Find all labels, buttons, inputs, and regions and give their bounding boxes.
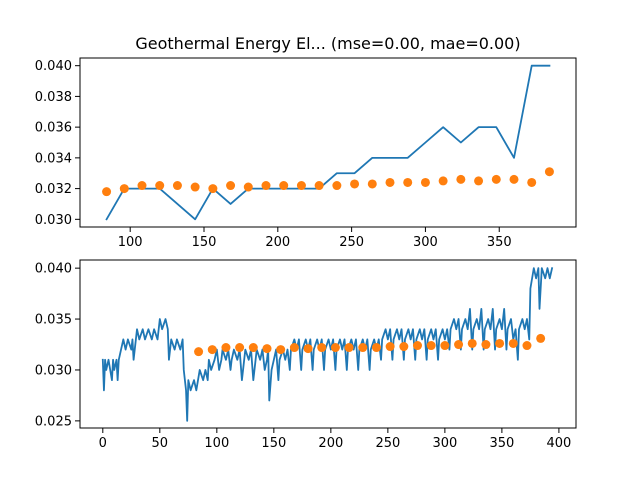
- scatter-point: [385, 177, 395, 187]
- y-tick-label: 0.035: [35, 313, 72, 328]
- scatter-point: [155, 181, 165, 191]
- scatter-point: [248, 343, 258, 353]
- x-tick-label: 350: [489, 436, 514, 451]
- y-tick-label: 0.030: [35, 363, 72, 378]
- scatter-point: [172, 181, 182, 191]
- x-tick-label: 300: [432, 436, 457, 451]
- scatter-point: [276, 345, 286, 355]
- y-tick-label: 0.040: [35, 59, 72, 74]
- scatter-point: [544, 167, 554, 177]
- scatter-point: [413, 341, 423, 351]
- y-tick-label: 0.030: [35, 213, 72, 228]
- subplot-top: Geothermal Energy El... (mse=0.00, mae=0…: [35, 34, 577, 250]
- scatter-point: [456, 174, 466, 184]
- x-tick-label: 200: [318, 436, 343, 451]
- x-tick-label: 100: [118, 235, 143, 250]
- scatter-point: [522, 341, 532, 351]
- scatter-point: [235, 343, 245, 353]
- scatter-point: [508, 338, 518, 348]
- scatter-point: [317, 343, 327, 353]
- scatter-point: [137, 181, 147, 191]
- scatter-point: [332, 181, 342, 191]
- x-tick-label: 150: [192, 235, 217, 250]
- scatter-point: [226, 181, 236, 191]
- x-tick-label: 300: [413, 235, 438, 250]
- scatter-point: [385, 342, 395, 352]
- axes-frame-bottom: [79, 259, 577, 429]
- scatter-point: [221, 343, 231, 353]
- y-tick-label: 0.032: [35, 182, 72, 197]
- plot-area-bottom: 0 50 100 150 200 250 300 350 400 0.025 0.030 0.035 0…: [35, 262, 572, 451]
- scatter-point: [279, 181, 289, 191]
- series-group-bottom: [101, 267, 554, 422]
- axes-frame-top: [79, 57, 577, 228]
- subplot-bottom: 0 50 100 150 200 250 300 350 400 0.025 0.030 0.035 0…: [35, 259, 577, 451]
- x-tick-label: 400: [546, 436, 571, 451]
- scatter-point: [102, 187, 112, 197]
- series-line: [105, 64, 551, 221]
- scatter-point: [527, 177, 537, 187]
- plot-area-top: 100 150 200 250 300 350 0.030 0.032 0.034 0.036 0.…: [35, 59, 554, 250]
- scatter-point: [367, 179, 377, 189]
- scatter-point: [262, 344, 272, 354]
- scatter-point: [399, 342, 409, 352]
- scatter-point: [454, 340, 464, 350]
- scatter-point: [474, 176, 484, 186]
- x-tick-label: 100: [204, 436, 229, 451]
- scatter-point: [207, 345, 217, 355]
- scatter-point: [344, 343, 354, 353]
- scatter-point: [426, 341, 436, 351]
- x-tick-label: 350: [487, 235, 512, 250]
- series-group-top: [102, 64, 554, 221]
- x-tick-label: 50: [152, 436, 169, 451]
- scatter-point: [371, 343, 381, 353]
- scatter-point: [190, 182, 200, 192]
- scatter-point: [467, 338, 477, 348]
- scatter-point: [509, 174, 519, 184]
- x-tick-label: 250: [339, 235, 364, 250]
- scatter-point: [330, 343, 340, 353]
- scatter-point: [358, 343, 368, 353]
- scatter-point: [119, 184, 129, 194]
- chart-title: Geothermal Energy El... (mse=0.00, mae=0…: [135, 34, 520, 53]
- x-tick-label: 250: [375, 436, 400, 451]
- scatter-point: [403, 177, 413, 187]
- scatter-point: [438, 176, 448, 186]
- x-tick-label: 150: [261, 436, 286, 451]
- scatter-point: [243, 182, 253, 192]
- scatter-point: [420, 177, 430, 187]
- scatter-point: [495, 338, 505, 348]
- scatter-point: [303, 344, 313, 354]
- scatter-point: [350, 179, 360, 189]
- y-tick-label: 0.040: [35, 262, 72, 277]
- scatter-point: [208, 184, 218, 194]
- scatter-point: [491, 174, 501, 184]
- scatter-point: [289, 343, 299, 353]
- scatter-point: [536, 333, 546, 343]
- x-tick-label: 200: [265, 235, 290, 250]
- scatter-point: [481, 340, 491, 350]
- y-tick-label: 0.038: [35, 90, 72, 105]
- y-tick-label: 0.034: [35, 151, 72, 166]
- scatter-point: [314, 181, 324, 191]
- scatter-point: [440, 341, 450, 351]
- x-tick-label: 0: [99, 436, 107, 451]
- scatter-point: [261, 181, 271, 191]
- y-tick-label: 0.025: [35, 414, 72, 429]
- scatter-point: [296, 181, 306, 191]
- scatter-point: [194, 347, 204, 357]
- y-tick-label: 0.036: [35, 121, 72, 136]
